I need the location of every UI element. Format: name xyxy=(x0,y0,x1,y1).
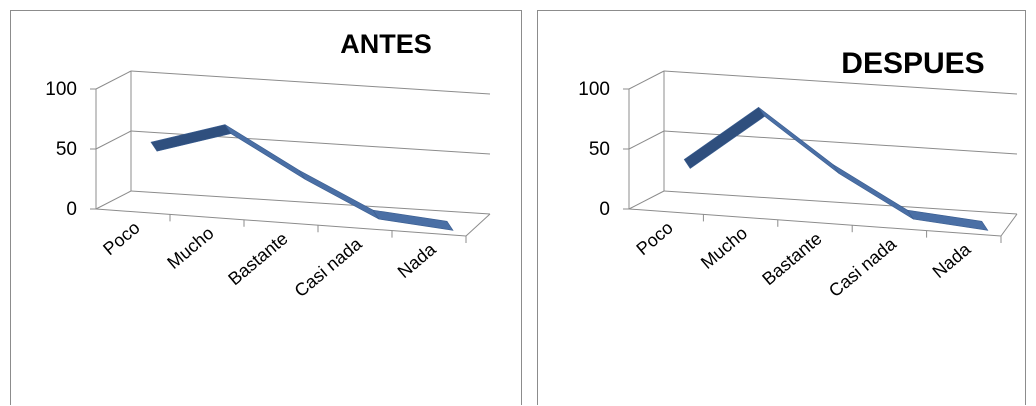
side-gridline-50 xyxy=(629,131,664,149)
side-gridline-0 xyxy=(629,191,664,209)
series-segment-2 xyxy=(299,170,379,219)
y-tick-label: 100 xyxy=(578,79,610,100)
x-tick-label: Poco xyxy=(99,217,143,259)
series-segment-3 xyxy=(907,210,987,230)
x-tick-label: Bastante xyxy=(758,228,825,289)
chart-title: DESPUES xyxy=(841,47,984,80)
x-tick-label: Nada xyxy=(394,238,441,282)
x-tick-label: Mucho xyxy=(697,223,751,273)
y-tick-label: 0 xyxy=(599,199,610,220)
y-tick-label: 100 xyxy=(45,79,77,100)
series-segment-1 xyxy=(225,125,305,180)
side-gridline-100 xyxy=(629,71,664,89)
x-tick-label: Nada xyxy=(929,238,976,282)
chart-title: ANTES xyxy=(340,29,432,59)
x-tick-label: Poco xyxy=(632,217,676,259)
gridline-0 xyxy=(131,191,490,214)
series-segment-0 xyxy=(151,125,231,152)
y-tick-label: 50 xyxy=(56,139,77,160)
series-segment-2 xyxy=(833,165,913,220)
gridline-0 xyxy=(664,191,1017,214)
side-gridline-0 xyxy=(96,191,131,209)
series-segment-0 xyxy=(684,107,764,168)
y-tick-label: 0 xyxy=(66,199,77,220)
series-segment-1 xyxy=(759,107,839,173)
y-tick-label: 50 xyxy=(589,139,610,160)
series-segment-3 xyxy=(373,210,453,230)
floor-right-edge xyxy=(1001,214,1017,236)
x-tick-label: Casi nada xyxy=(291,233,367,301)
side-gridline-50 xyxy=(96,131,131,149)
side-gridline-100 xyxy=(96,71,131,89)
floor-right-edge xyxy=(466,214,490,236)
x-tick-label: Casi nada xyxy=(825,233,901,301)
x-tick-label: Bastante xyxy=(224,228,291,289)
gridline-100 xyxy=(131,71,490,94)
x-tick-label: Mucho xyxy=(163,223,217,273)
